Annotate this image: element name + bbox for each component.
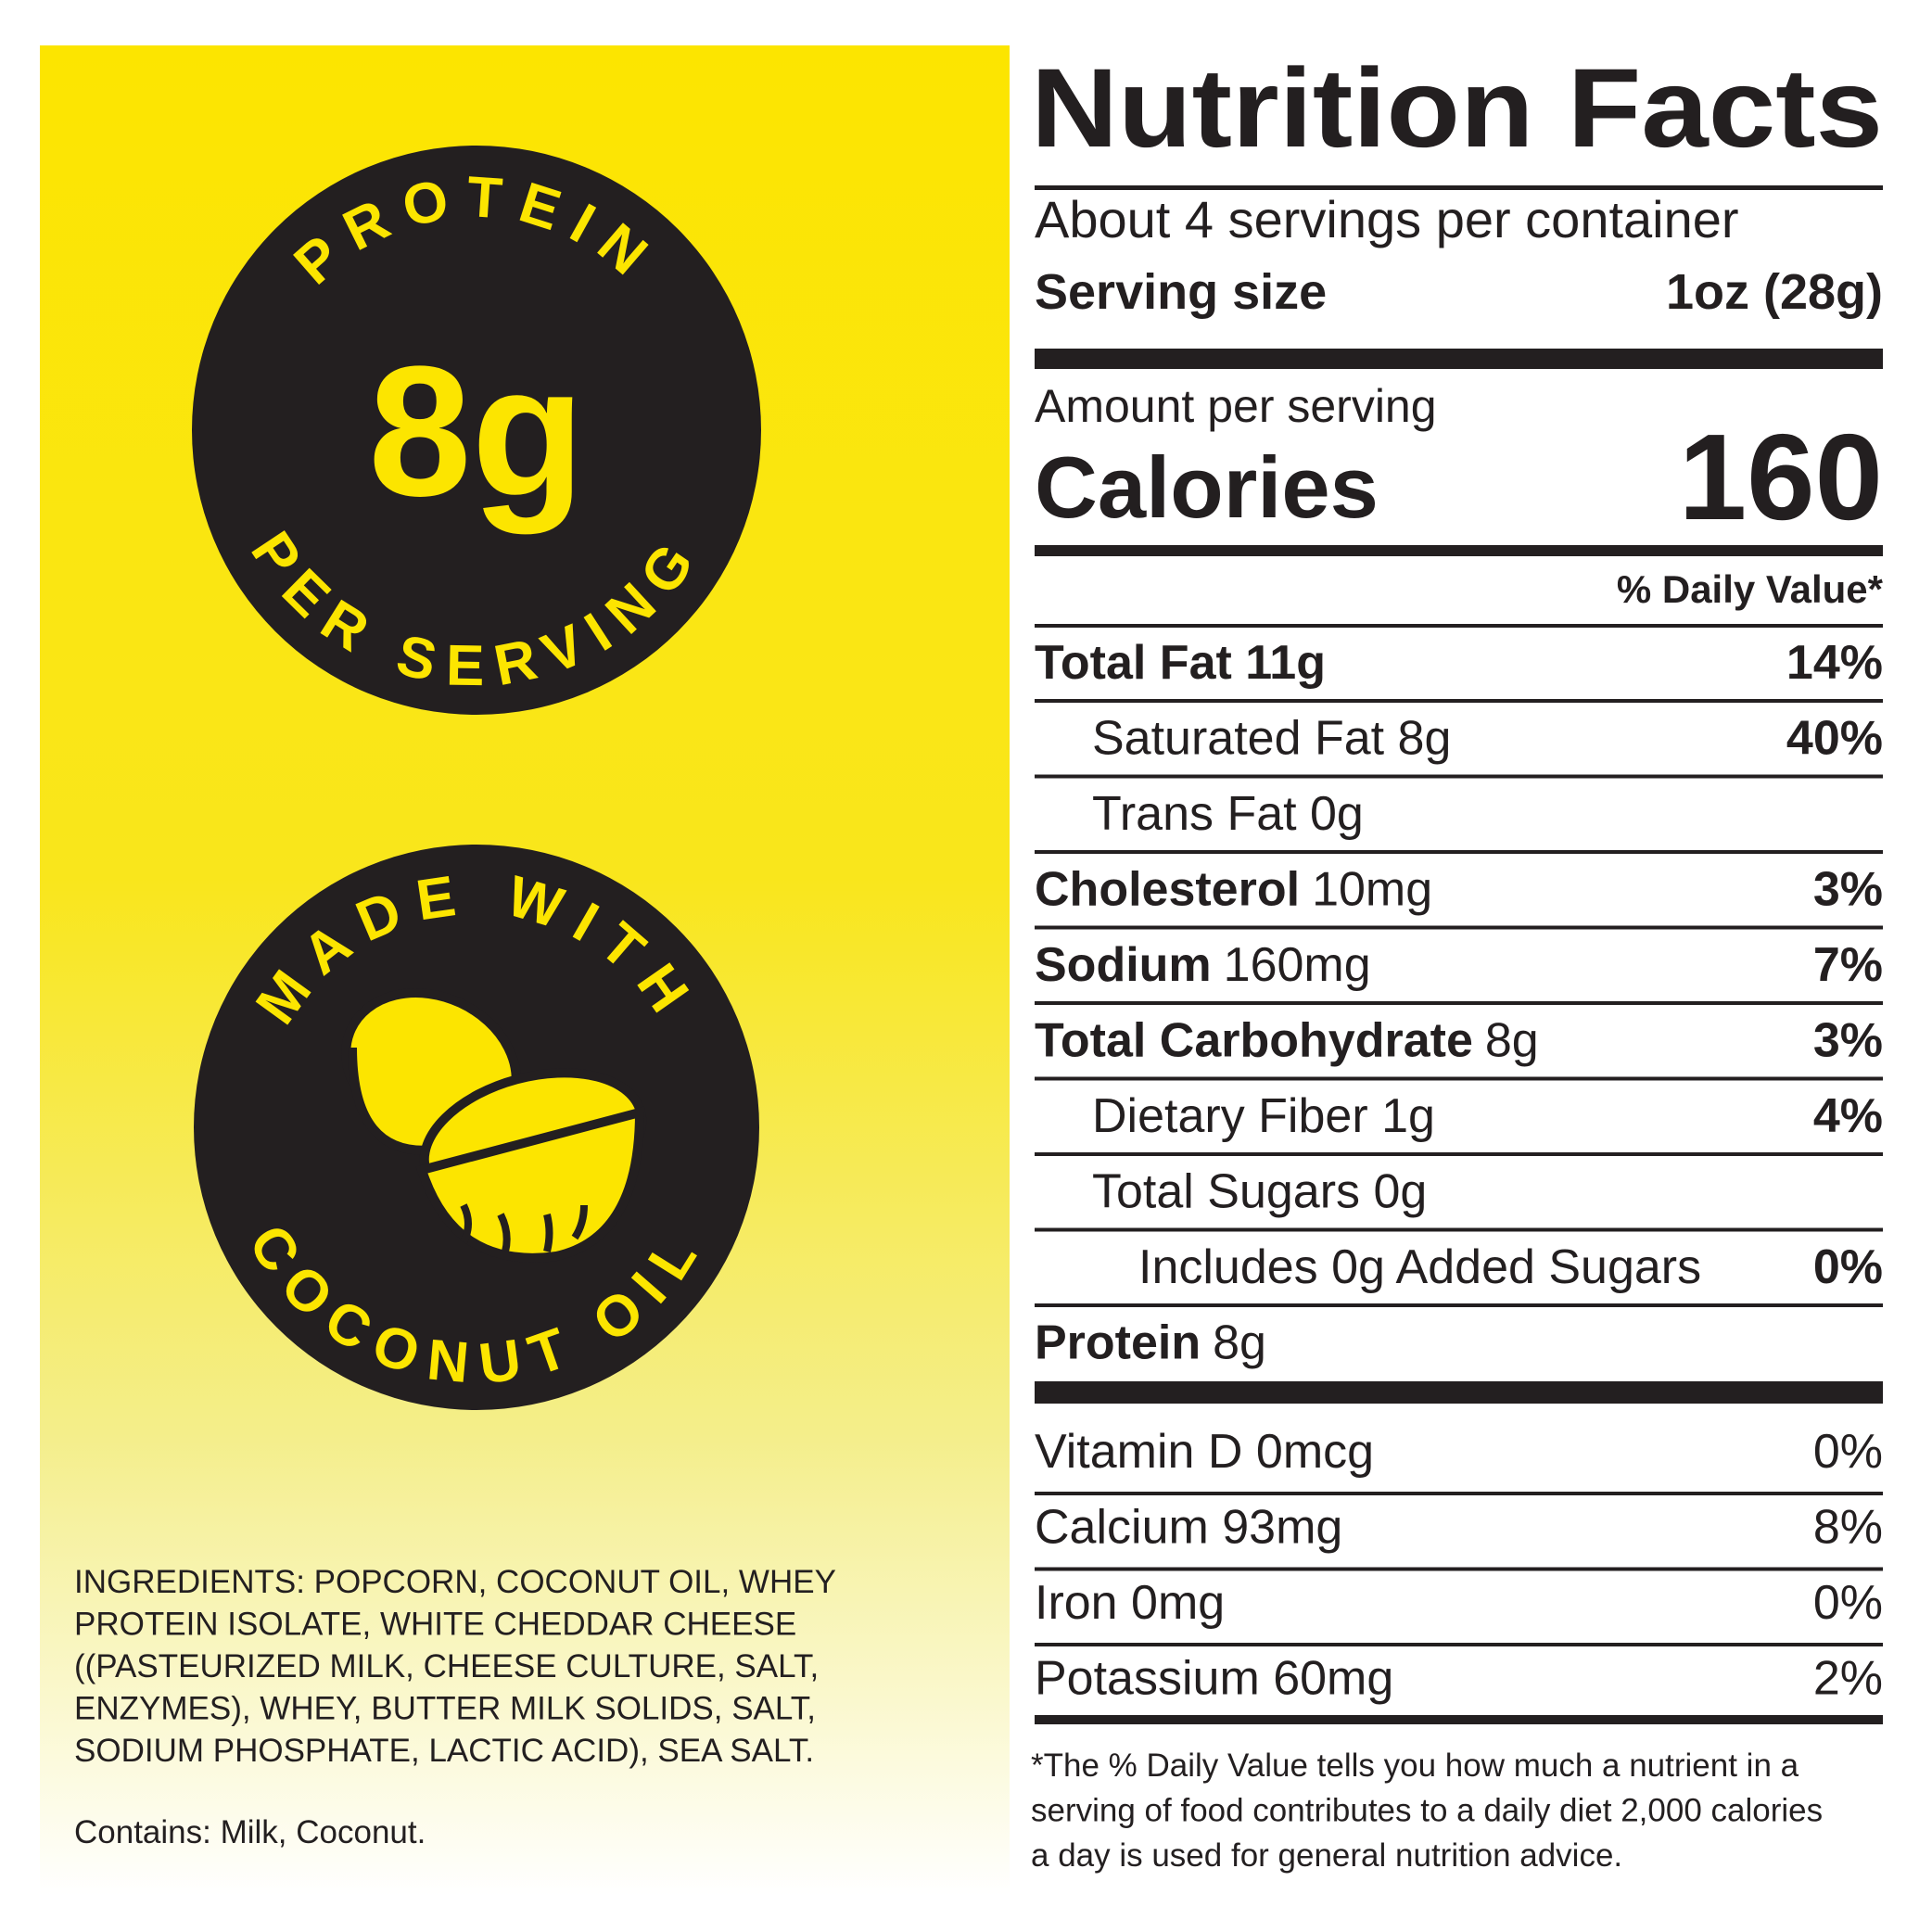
calories-value: 160	[1679, 409, 1883, 545]
nutrient-name: Total Carbohydrate	[1035, 1014, 1473, 1068]
vitamin-dv: 0%	[1813, 1576, 1883, 1630]
badge-center-text: 8g	[368, 328, 584, 535]
vitamin-name: Calcium 93mg	[1035, 1501, 1342, 1555]
thick-bar	[1035, 1715, 1883, 1724]
serving-size-value: 1oz (28g)	[1666, 264, 1883, 320]
vitamin-dv: 2%	[1813, 1652, 1883, 1706]
ingredients-line: PROTEIN ISOLATE, WHITE CHEDDAR CHEESE	[74, 1607, 796, 1643]
rule	[1035, 774, 1883, 779]
vitamin-name: Potassium 60mg	[1035, 1652, 1393, 1706]
ingredients-line: ENZYMES), WHEY, BUTTER MILK SOLIDS, SALT…	[74, 1691, 816, 1727]
footnote-line: *The % Daily Value tells you how much a …	[1031, 1748, 1799, 1784]
nutrient-row: Sodium 160mg	[1035, 938, 1371, 992]
coconut-icon	[341, 988, 647, 1263]
nutrient-row: Cholesterol 10mg	[1035, 863, 1432, 917]
nutrient-name: Trans Fat 0g	[1092, 787, 1364, 841]
nutrient-name: Total Sugars 0g	[1092, 1165, 1427, 1219]
nutrient-dv: 40%	[1786, 712, 1883, 766]
nutrient-name: Saturated Fat 8g	[1092, 712, 1451, 766]
nutrient-row: Dietary Fiber 1g	[1092, 1089, 1435, 1143]
nutrient-name: Sodium	[1035, 938, 1212, 992]
ingredients-line: ((PASTEURIZED MILK, CHEESE CULTURE, SALT…	[74, 1648, 819, 1684]
nutrient-name: Protein	[1035, 1316, 1201, 1370]
rule	[1035, 699, 1883, 703]
thick-bar	[1035, 349, 1883, 369]
nutrient-name: Dietary Fiber 1g	[1092, 1089, 1435, 1143]
nutrient-dv: 7%	[1813, 938, 1883, 992]
thick-bar	[1035, 545, 1883, 556]
vitamin-dv: 0%	[1813, 1425, 1883, 1479]
nutrient-row: Protein 8g	[1035, 1316, 1266, 1370]
nutrient-dv: 14%	[1786, 636, 1883, 690]
nutrient-amount: 160mg	[1224, 938, 1371, 992]
nutrient-row: Saturated Fat 8g	[1092, 712, 1451, 766]
rule	[1035, 925, 1883, 930]
nutrient-name: Total Fat 11g	[1035, 636, 1326, 690]
amount-label: Amount per serving	[1035, 380, 1437, 432]
rule	[1035, 624, 1883, 628]
vitamin-dv: 8%	[1813, 1501, 1883, 1555]
rule	[1035, 1643, 1883, 1646]
nutrient-row: Total Fat 11g	[1035, 636, 1326, 690]
rule	[1035, 1303, 1883, 1307]
rule	[1035, 1076, 1883, 1081]
ingredients-line: INGREDIENTS: POPCORN, COCONUT OIL, WHEY	[74, 1564, 836, 1600]
rule	[1035, 1492, 1883, 1495]
rule	[1035, 185, 1883, 190]
label-title: Nutrition Facts	[1031, 44, 1883, 171]
rule	[1035, 850, 1883, 854]
nutrient-amount: 8g	[1485, 1014, 1539, 1068]
footnote-line: serving of food contributes to a daily d…	[1031, 1793, 1823, 1829]
rule	[1035, 1152, 1883, 1156]
nutrient-row: Includes 0g Added Sugars	[1138, 1240, 1701, 1294]
nutrient-dv: 0%	[1813, 1240, 1883, 1294]
calories-label: Calories	[1035, 439, 1379, 536]
nutrient-dv: 3%	[1813, 1014, 1883, 1068]
ingredients-line: SODIUM PHOSPHATE, LACTIC ACID), SEA SALT…	[74, 1733, 814, 1769]
nutrient-amount: 8g	[1213, 1316, 1266, 1370]
vitamin-name: Iron 0mg	[1035, 1576, 1225, 1630]
rule	[1035, 1227, 1883, 1232]
serving-size-label: Serving size	[1035, 264, 1327, 320]
nutrient-row: Trans Fat 0g	[1092, 787, 1364, 841]
nutrient-row: Total Carbohydrate 8g	[1035, 1014, 1539, 1068]
dv-header: % Daily Value*	[1617, 567, 1884, 611]
nutrient-name: Cholesterol	[1035, 863, 1300, 917]
rule	[1035, 1001, 1883, 1005]
nutrient-dv: 4%	[1813, 1089, 1883, 1143]
contains-text: Contains: Milk, Coconut.	[74, 1814, 426, 1850]
nutrient-name: Includes 0g Added Sugars	[1138, 1240, 1701, 1294]
servings-text: About 4 servings per container	[1035, 190, 1739, 248]
nutrient-row: Total Sugars 0g	[1092, 1165, 1427, 1219]
vitamin-name: Vitamin D 0mcg	[1035, 1425, 1374, 1479]
nutrient-amount: 10mg	[1312, 863, 1432, 917]
thick-bar	[1035, 1381, 1883, 1404]
footnote-line: a day is used for general nutrition advi…	[1031, 1837, 1622, 1874]
rule	[1035, 1567, 1883, 1571]
nutrient-dv: 3%	[1813, 863, 1883, 917]
badge-circle	[192, 146, 761, 715]
